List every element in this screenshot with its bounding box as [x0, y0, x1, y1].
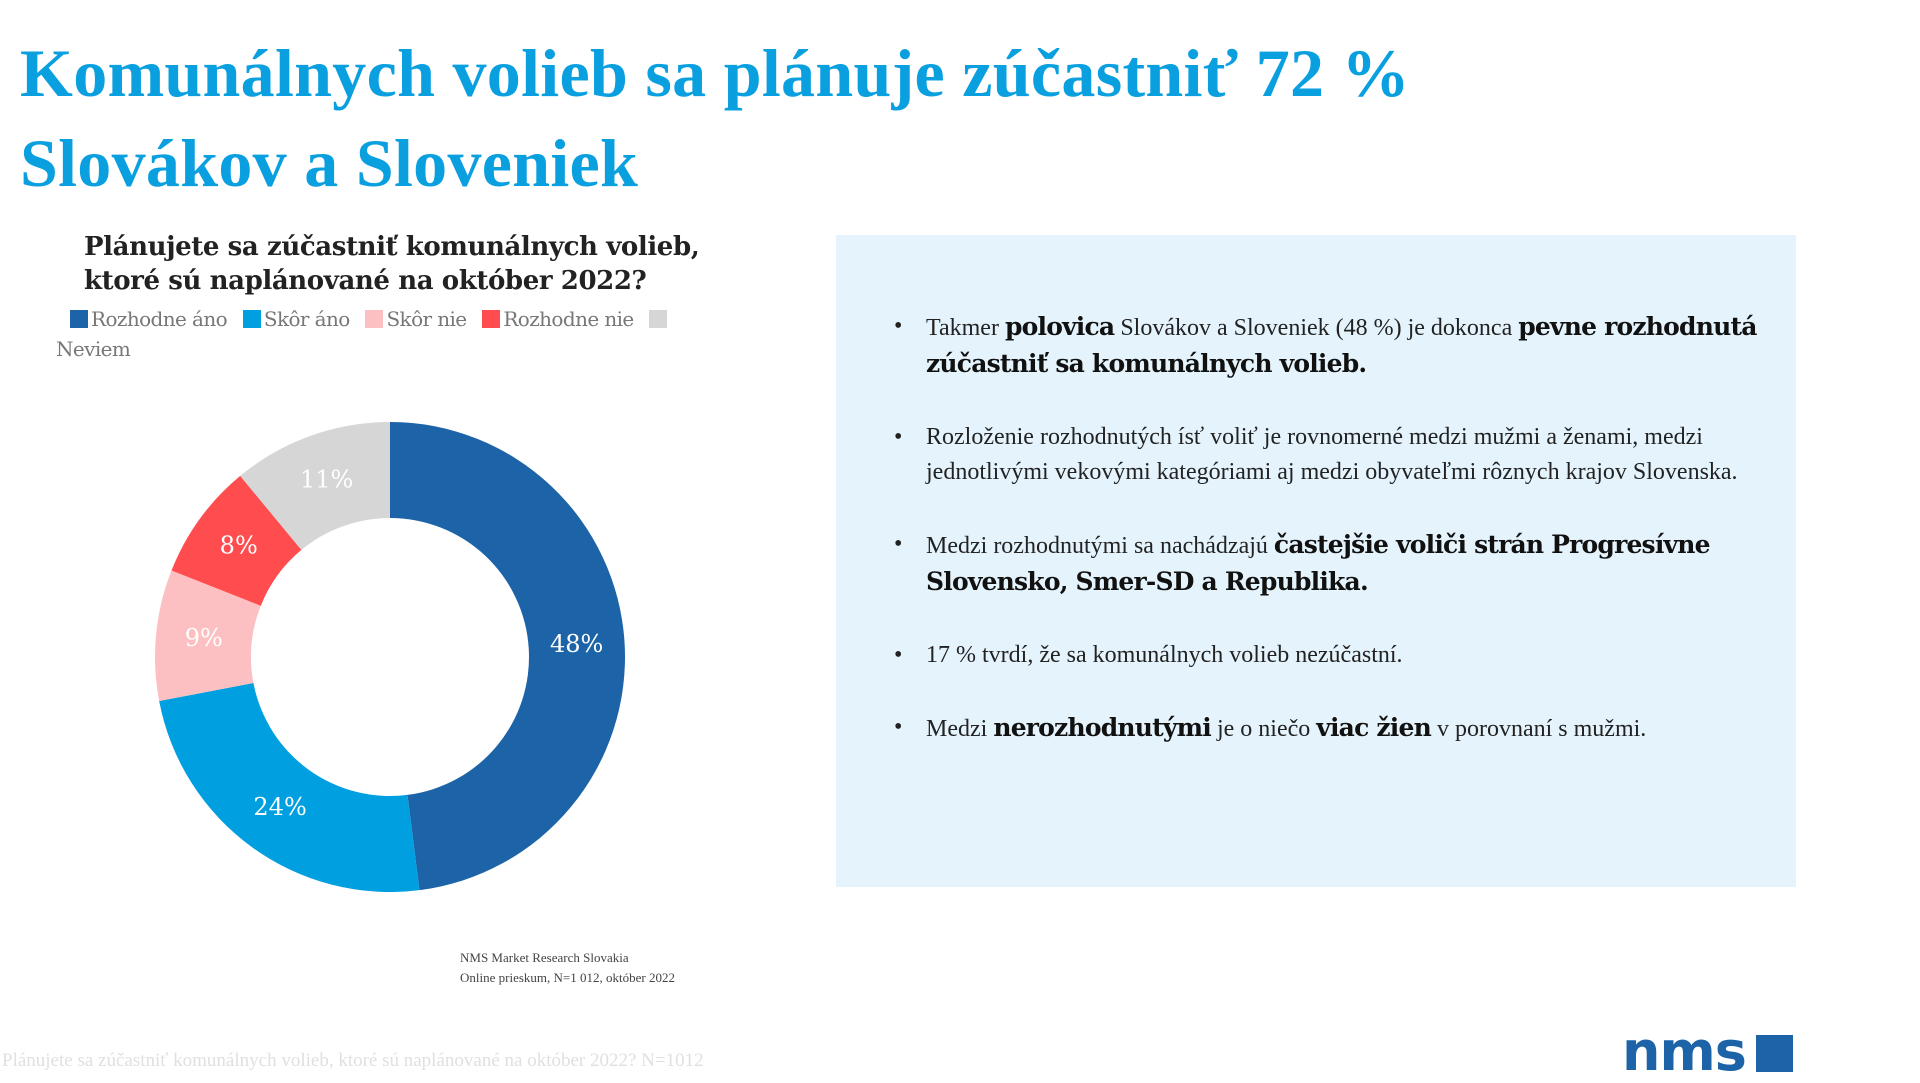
legend-label: Skôr áno: [263, 307, 350, 331]
legend-item-rozhodne-ano: Rozhodne áno: [70, 304, 228, 334]
donut-value-label: 24%: [253, 793, 306, 821]
finding-bullet-5: Medzi nerozhodnutými je o niečo viac žie…: [894, 710, 1774, 747]
chart-legend: Rozhodne áno Skôr áno Skôr nie Rozhodne …: [56, 304, 750, 364]
legend-item-rozhodne-nie: Rozhodne nie: [482, 304, 634, 334]
donut-chart: 48% 24% 9% 8% 11%: [155, 422, 626, 892]
source-line1: NMS Market Research Slovakia: [460, 950, 629, 965]
emphasis-text: častejšie voliči strán Progresívne Slove…: [926, 530, 1711, 596]
legend-label: Rozhodne nie: [503, 307, 634, 331]
donut-value-label: 8%: [220, 532, 258, 560]
legend-swatch: [649, 310, 668, 328]
finding-bullet-3: Medzi rozhodnutými sa nachádzajú častejš…: [894, 527, 1774, 601]
source-line2: Online prieskum, N=1 012, október 2022: [460, 970, 675, 985]
donut-segment-neviem: [240, 422, 390, 550]
bullet-text: Takmer: [926, 315, 1005, 341]
donut-value-label: 9%: [185, 624, 223, 652]
slide-title-line1: Komunálnych volieb sa plánuje zúčastniť …: [20, 35, 1410, 111]
legend-label: Rozhodne áno: [91, 307, 228, 331]
donut-value-label: 48%: [550, 630, 603, 658]
chart-title: Plánujete sa zúčastniť komunálnych volie…: [84, 230, 700, 298]
legend-label: Skôr nie: [386, 307, 467, 331]
donut-segment-rozhodne-áno: [390, 422, 626, 891]
legend-swatch: [70, 310, 88, 328]
slide-title-line2: Slovákov a Sloveniek: [20, 125, 639, 201]
bullet-text: 17 % tvrdí, že sa komunálnych volieb nez…: [926, 642, 1403, 668]
bullet-text: Slovákov a Sloveniek (48 %) je dokonca: [1114, 315, 1519, 341]
emphasis-text: viac žien: [1316, 713, 1432, 742]
legend-swatch: [482, 310, 501, 328]
emphasis-text: pevne rozhodnutá zúčastniť sa komunálnyc…: [926, 312, 1757, 378]
legend-item-skor-nie: Skôr nie: [365, 304, 467, 334]
nms-logo: nms: [1622, 1020, 1793, 1083]
donut-segments: [155, 422, 626, 892]
donut-value-label: 11%: [300, 466, 353, 494]
finding-bullet-4: 17 % tvrdí, že sa komunálnych volieb nez…: [894, 638, 1774, 673]
slide-title: Komunálnych volieb sa plánuje zúčastniť …: [20, 28, 1410, 208]
legend-label: Neviem: [56, 337, 131, 361]
bullet-text: je o niečo: [1210, 716, 1317, 742]
donut-segment-rozhodne-nie: [171, 475, 302, 606]
logo-text: nms: [1622, 1020, 1747, 1083]
finding-bullet-1: Takmer polovica Slovákov a Sloveniek (48…: [894, 309, 1774, 383]
bullet-text: Rozloženie rozhodnutých ísť voliť je rov…: [926, 424, 1738, 485]
legend-item-skor-ano: Skôr áno: [242, 304, 350, 334]
bullet-text: Medzi: [926, 716, 994, 742]
emphasis-text: polovica: [1004, 312, 1115, 341]
donut-segment-skôr-áno: [159, 683, 420, 892]
legend-item-neviem: Neviem: [56, 334, 131, 364]
donut-segment-skôr-nie: [155, 570, 261, 702]
chart-title-line1: Plánujete sa zúčastniť komunálnych volie…: [84, 232, 700, 262]
emphasis-text: nerozhodnutými: [993, 713, 1211, 742]
bullet-text: v porovnaní s mužmi.: [1430, 716, 1647, 742]
key-findings-panel: Takmer polovica Slovákov a Sloveniek (48…: [836, 235, 1796, 887]
bullet-text: Medzi rozhodnutými sa nachádzajú: [926, 533, 1274, 559]
chart-title-line2: ktoré sú naplánované na október 2022?: [84, 266, 647, 296]
donut-labels: 48% 24% 9% 8% 11%: [185, 466, 604, 821]
legend-item-neviem-swatch: [649, 304, 670, 334]
logo-square-icon: [1755, 1035, 1793, 1072]
key-findings-list: Takmer polovica Slovákov a Sloveniek (48…: [894, 309, 1774, 784]
chart-source: NMS Market Research Slovakia Online prie…: [460, 948, 675, 988]
finding-bullet-2: Rozloženie rozhodnutých ísť voliť je rov…: [894, 420, 1774, 490]
footer-note: Plánujete sa zúčastniť komunálnych volie…: [2, 1050, 704, 1071]
legend-swatch: [365, 310, 384, 328]
legend-swatch: [242, 310, 261, 328]
